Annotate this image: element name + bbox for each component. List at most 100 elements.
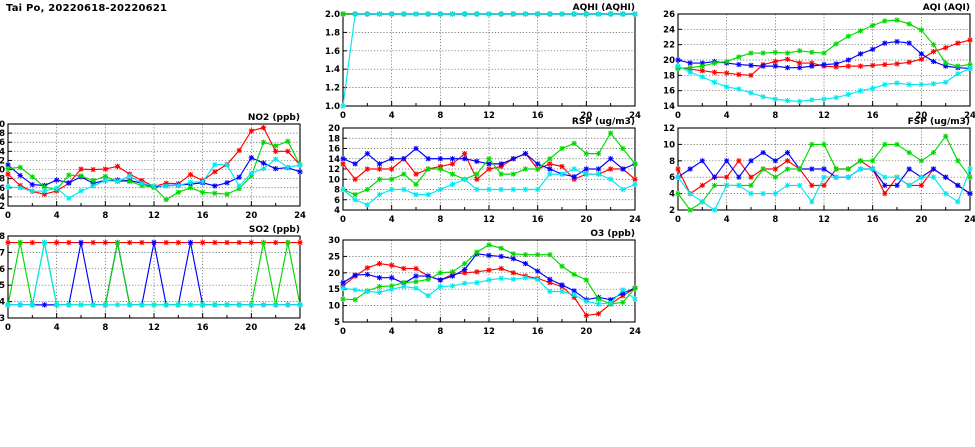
series-marker-day4 bbox=[522, 186, 529, 193]
series-marker-day3 bbox=[127, 178, 133, 185]
series-marker-day3 bbox=[571, 140, 577, 146]
x-tick-label: 20 bbox=[915, 111, 927, 121]
series-marker-day2 bbox=[352, 272, 358, 278]
series-marker-day1 bbox=[29, 239, 35, 246]
series-marker-day4 bbox=[401, 11, 407, 17]
series-marker-day1 bbox=[248, 128, 254, 134]
series-marker-day3 bbox=[608, 130, 614, 136]
series-marker-day1 bbox=[882, 61, 888, 68]
series-marker-day4 bbox=[200, 302, 206, 308]
series-marker-day2 bbox=[41, 302, 48, 308]
series-marker-day2 bbox=[364, 151, 370, 157]
series-marker-day4 bbox=[687, 190, 693, 197]
series-marker-day4 bbox=[127, 173, 133, 179]
y-tick-label: 6 bbox=[334, 196, 340, 206]
series-marker-day1 bbox=[583, 312, 589, 319]
y-tick-label: 10 bbox=[0, 166, 5, 176]
series-marker-day4 bbox=[54, 185, 60, 191]
series-marker-day4 bbox=[559, 288, 565, 295]
series-marker-day3 bbox=[595, 151, 602, 157]
series-marker-day4 bbox=[139, 302, 145, 308]
series-marker-day2 bbox=[906, 40, 912, 46]
series-marker-day3 bbox=[340, 296, 346, 302]
series-marker-day4 bbox=[857, 166, 864, 172]
series-marker-day3 bbox=[821, 50, 827, 56]
y-tick-label: 2 bbox=[0, 202, 5, 212]
series-marker-day4 bbox=[139, 180, 145, 186]
series-marker-day2 bbox=[389, 275, 395, 281]
series-marker-day3 bbox=[474, 171, 480, 177]
series-marker-day3 bbox=[376, 283, 383, 290]
series-marker-day1 bbox=[821, 182, 827, 189]
series-marker-day4 bbox=[114, 178, 121, 185]
series-marker-day4 bbox=[462, 280, 468, 286]
series-marker-day3 bbox=[376, 176, 383, 182]
chart-title-o3: O3 (ppb) bbox=[590, 229, 635, 239]
series-marker-day4 bbox=[401, 186, 407, 193]
series-marker-day2 bbox=[760, 63, 766, 69]
series-marker-day4 bbox=[389, 286, 395, 292]
series-marker-day2 bbox=[510, 256, 516, 262]
series-marker-day4 bbox=[187, 302, 194, 308]
series-marker-day1 bbox=[212, 169, 218, 175]
series-marker-day4 bbox=[163, 302, 169, 308]
series-marker-day4 bbox=[248, 302, 254, 308]
series-marker-day3 bbox=[809, 141, 815, 148]
series-marker-day1 bbox=[870, 62, 876, 68]
series-marker-day4 bbox=[413, 192, 419, 198]
series-marker-day4 bbox=[41, 239, 48, 246]
x-tick-label: 24 bbox=[629, 111, 641, 121]
series-marker-day3 bbox=[535, 166, 541, 172]
series-marker-day3 bbox=[894, 17, 900, 23]
y-tick-label: 1.0 bbox=[325, 102, 340, 112]
series-marker-day4 bbox=[510, 186, 516, 193]
series-marker-day1 bbox=[882, 190, 888, 197]
x-tick-label: 12 bbox=[148, 323, 160, 333]
series-marker-day4 bbox=[699, 74, 705, 80]
series-marker-day3 bbox=[90, 177, 96, 184]
y-tick-label: 2 bbox=[669, 206, 675, 216]
series-marker-day4 bbox=[535, 186, 541, 193]
series-marker-day4 bbox=[364, 11, 370, 17]
series-marker-day2 bbox=[687, 166, 693, 172]
series-marker-day3 bbox=[882, 18, 888, 24]
series-marker-day4 bbox=[212, 302, 218, 308]
series-marker-day4 bbox=[437, 283, 443, 290]
series-marker-day4 bbox=[425, 293, 431, 299]
series-line-day4 bbox=[677, 65, 971, 102]
x-tick-label: 12 bbox=[483, 215, 495, 225]
series-marker-day4 bbox=[200, 179, 206, 185]
series-marker-day4 bbox=[821, 96, 827, 102]
x-tick-label: 8 bbox=[102, 211, 108, 221]
y-tick-label: 1.4 bbox=[325, 65, 340, 75]
series-marker-day3 bbox=[102, 173, 108, 180]
series-marker-day1 bbox=[845, 63, 851, 69]
series-marker-day2 bbox=[772, 158, 778, 164]
series-marker-day4 bbox=[486, 186, 492, 193]
series-marker-day4 bbox=[462, 176, 468, 182]
series-marker-day1 bbox=[364, 166, 370, 172]
series-marker-day4 bbox=[857, 88, 864, 94]
series-marker-day4 bbox=[114, 302, 121, 308]
series-marker-day2 bbox=[522, 151, 529, 157]
series-marker-day4 bbox=[547, 288, 553, 295]
series-marker-day1 bbox=[5, 239, 11, 246]
series-marker-day2 bbox=[559, 282, 565, 288]
series-marker-day4 bbox=[632, 181, 638, 187]
series-marker-day1 bbox=[675, 166, 681, 172]
series-marker-day4 bbox=[498, 11, 504, 17]
chart-panel-o3: O3 (ppb) 5 10 15 20 25 30 0 4 8 12 16 20 24 bbox=[311, 226, 643, 340]
series-marker-day2 bbox=[882, 182, 888, 189]
y-tick-label: 1.8 bbox=[325, 28, 340, 38]
series-marker-day2 bbox=[772, 63, 778, 69]
x-tick-label: 8 bbox=[772, 111, 778, 121]
series-marker-day2 bbox=[943, 174, 949, 180]
series-marker-day1 bbox=[918, 56, 924, 62]
series-marker-day2 bbox=[90, 180, 96, 186]
series-marker-day3 bbox=[352, 297, 358, 303]
series-marker-day1 bbox=[894, 61, 900, 67]
series-marker-day1 bbox=[102, 166, 108, 172]
series-marker-day3 bbox=[784, 50, 791, 56]
y-tick-label: 20 bbox=[328, 269, 340, 279]
series-marker-day2 bbox=[151, 239, 157, 246]
